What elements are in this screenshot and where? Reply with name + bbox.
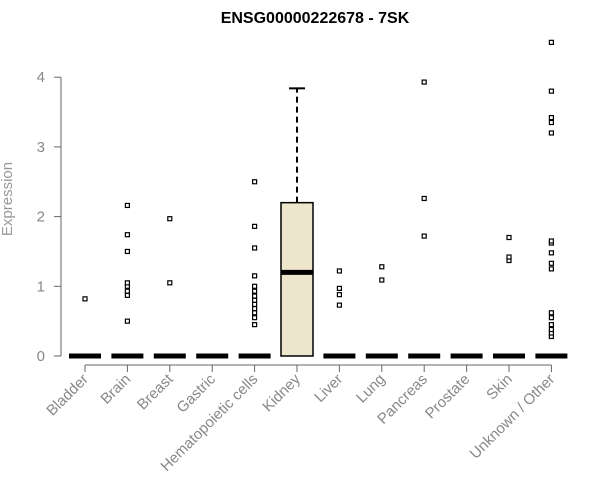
outlier-point bbox=[548, 266, 555, 272]
box-skin bbox=[493, 234, 525, 359]
outlier-point bbox=[421, 195, 427, 202]
x-tick-label: Lung bbox=[353, 371, 389, 407]
box-pancreas bbox=[408, 79, 441, 359]
outlier-point bbox=[124, 202, 131, 209]
outlier-point bbox=[336, 285, 342, 291]
outlier-point bbox=[124, 292, 131, 298]
outlier-point bbox=[252, 283, 258, 289]
outlier-point bbox=[548, 310, 555, 316]
outlier-point bbox=[548, 322, 555, 328]
x-tick-label: Brain bbox=[97, 371, 134, 408]
x-tick-label: Prostate bbox=[422, 371, 474, 423]
x-tick-label: Bladder bbox=[43, 371, 92, 420]
outlier-point bbox=[82, 296, 88, 302]
outlier-point bbox=[336, 292, 342, 298]
outlier-point bbox=[252, 306, 258, 312]
y-axis-label: Expression bbox=[0, 162, 16, 236]
outlier-point bbox=[124, 288, 131, 294]
box-lung bbox=[365, 264, 398, 359]
box-brain bbox=[111, 202, 144, 359]
y-axis: 0 1 2 3 4 bbox=[37, 69, 62, 365]
outlier-point bbox=[548, 88, 555, 94]
outlier-point bbox=[548, 130, 555, 136]
box-unknown-other bbox=[535, 39, 568, 359]
outlier-point bbox=[252, 297, 258, 303]
outlier-point bbox=[167, 216, 173, 222]
outlier-point bbox=[124, 232, 131, 238]
box-bladder bbox=[69, 296, 101, 359]
x-tick-label: Liver bbox=[311, 371, 346, 406]
outlier-point bbox=[548, 326, 555, 333]
outlier-point bbox=[379, 264, 385, 270]
outlier-point bbox=[252, 310, 258, 316]
x-tick-label: Skin bbox=[483, 371, 516, 404]
outlier-point bbox=[336, 302, 342, 308]
outlier-point bbox=[421, 79, 427, 85]
outlier-point bbox=[506, 234, 512, 241]
outlier-point bbox=[252, 245, 258, 251]
outlier-point bbox=[124, 318, 131, 324]
x-tick-label: Breast bbox=[134, 370, 177, 413]
outlier-point bbox=[548, 315, 555, 321]
y-tick-label: 1 bbox=[37, 278, 45, 295]
outlier-point bbox=[252, 322, 258, 328]
outlier-point bbox=[167, 280, 173, 286]
y-tick-label: 0 bbox=[37, 348, 45, 365]
outlier-point bbox=[252, 293, 258, 299]
box-hematopoietic-cells bbox=[238, 179, 271, 359]
outlier-point bbox=[379, 277, 385, 283]
outlier-point bbox=[548, 119, 555, 126]
outlier-point bbox=[548, 238, 555, 244]
outlier-point bbox=[252, 223, 258, 229]
outlier-point bbox=[124, 280, 131, 286]
outlier-point bbox=[124, 248, 131, 255]
outlier-point bbox=[252, 179, 258, 185]
outlier-point bbox=[421, 233, 427, 239]
outlier-point bbox=[252, 315, 258, 321]
boxes-layer bbox=[69, 39, 568, 359]
outlier-point bbox=[506, 254, 512, 260]
box-breast bbox=[153, 216, 186, 359]
box-kidney bbox=[280, 87, 314, 357]
box-rect bbox=[280, 201, 314, 357]
y-tick-label: 3 bbox=[37, 139, 45, 156]
outlier-point bbox=[252, 288, 258, 294]
outlier-point bbox=[548, 115, 555, 121]
outlier-point bbox=[548, 260, 555, 266]
y-tick-label: 2 bbox=[37, 209, 45, 226]
x-tick-label: Kidney bbox=[259, 370, 304, 415]
outlier-point bbox=[336, 268, 342, 274]
outlier-point bbox=[548, 250, 555, 256]
outlier-point bbox=[252, 273, 258, 279]
outlier-point bbox=[252, 301, 258, 308]
chart-title: ENSG00000222678 - 7SK bbox=[221, 10, 410, 27]
outlier-point bbox=[548, 39, 555, 45]
box-liver bbox=[323, 268, 356, 359]
y-tick-label: 4 bbox=[37, 69, 45, 86]
